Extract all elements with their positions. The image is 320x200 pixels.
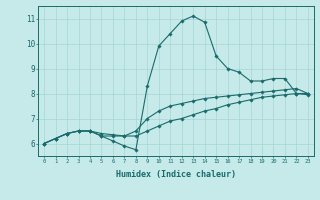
X-axis label: Humidex (Indice chaleur): Humidex (Indice chaleur) — [116, 170, 236, 179]
